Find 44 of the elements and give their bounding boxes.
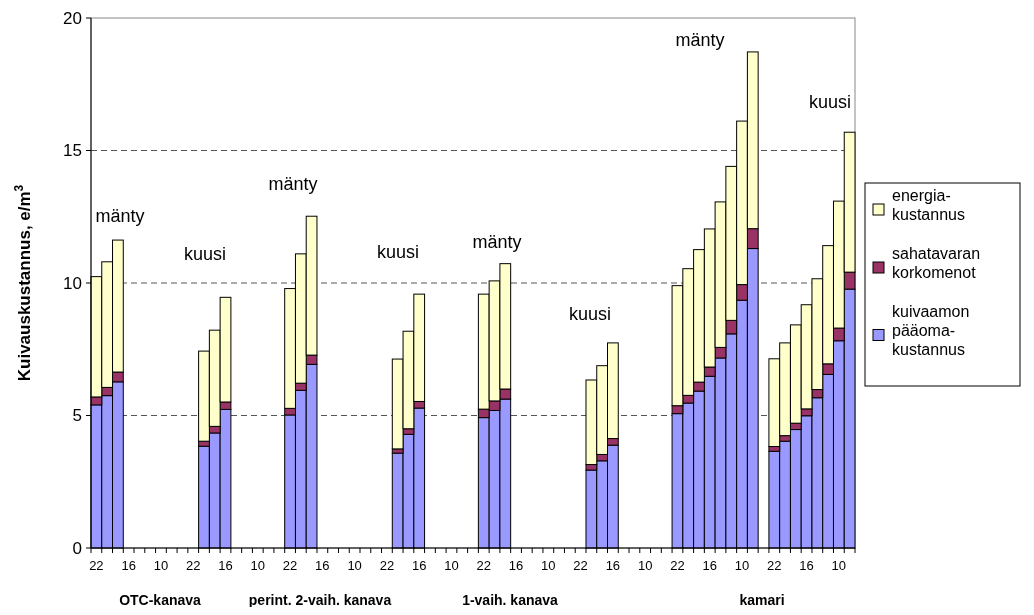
x-tick-label: 16: [315, 558, 330, 573]
annotation: mänty: [268, 174, 318, 194]
x-tick-label: 22: [476, 558, 491, 573]
x-tick-label: 22: [670, 558, 685, 573]
x-tick-label: 16: [218, 558, 233, 573]
annotation: kuusi: [808, 92, 852, 112]
annotation: kuusi: [568, 304, 612, 324]
annotation: kuusi: [183, 244, 227, 264]
x-tick-label: 16: [799, 558, 814, 573]
x-tick-label: 22: [573, 558, 588, 573]
annotation: kuusi: [376, 242, 420, 262]
x-tick-label: 16: [411, 558, 427, 573]
x-tick-label: 22: [282, 558, 298, 573]
legend-label: sahatavaran korkomenot: [892, 245, 981, 281]
y-tick-label: 10: [63, 273, 82, 293]
x-tick-label: 16: [121, 558, 136, 573]
x-tick-label: 22: [767, 558, 782, 573]
x-tick-label: 16: [605, 558, 621, 573]
x-tick-label: 10: [637, 558, 653, 573]
annotation: mänty: [472, 232, 522, 252]
x-tick-label: 10: [734, 558, 750, 573]
text: perint. 2-vaih. kanava: [248, 592, 392, 608]
y-tick-label: 5: [72, 406, 82, 426]
y-tick-label: 20: [63, 8, 82, 28]
x-tick-label: 10: [250, 558, 266, 573]
x-tick-label: 16: [508, 558, 524, 573]
legend-label: energia-kustannus: [892, 187, 965, 223]
y-tick-label: 0: [72, 538, 82, 558]
x-tick-label: 10: [541, 558, 556, 573]
annotation: mänty: [675, 30, 725, 50]
text: OTC-kanava: [119, 592, 202, 608]
annotation: mänty: [95, 206, 145, 226]
x-tick-label: 22: [185, 558, 201, 573]
x-tick-label: 16: [702, 558, 717, 573]
x-tick-label: 10: [153, 558, 169, 573]
x-tick-label: 22: [89, 558, 104, 573]
y-tick-label: 15: [63, 141, 82, 161]
legend-label: kuivaamon pääoma-kustannus: [892, 303, 970, 358]
text: kamari: [739, 592, 785, 608]
text: 1-vaih. kanava: [462, 592, 559, 608]
x-tick-label: 22: [379, 558, 395, 573]
x-tick-label: 10: [831, 558, 847, 573]
x-tick-label: 10: [347, 558, 362, 573]
x-tick-label: 10: [444, 558, 459, 573]
